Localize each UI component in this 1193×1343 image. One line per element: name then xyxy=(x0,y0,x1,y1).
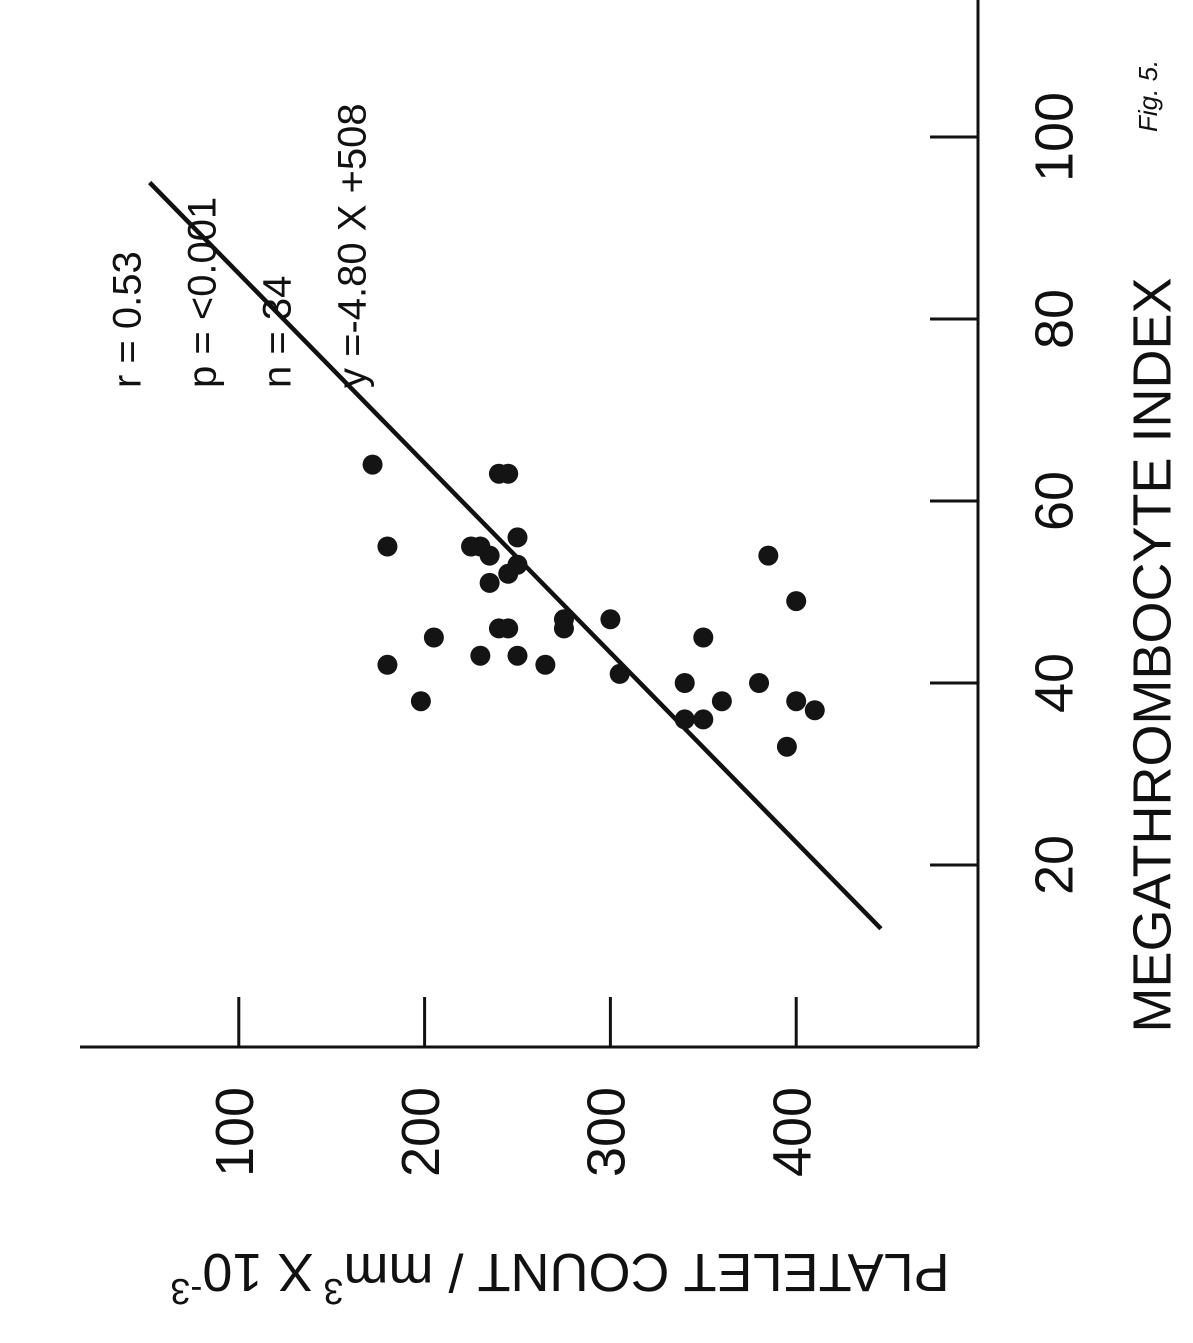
data-point-28 xyxy=(488,618,509,639)
data-point-15 xyxy=(553,609,574,630)
annotation-1: r = 0.53 xyxy=(106,251,150,388)
data-point-10 xyxy=(786,591,807,612)
data-point-11 xyxy=(758,545,779,566)
y-tick-label-300: 300 xyxy=(577,1087,637,1177)
y-axis-title-tail: X 10 xyxy=(202,1242,313,1302)
data-point-27 xyxy=(461,536,482,557)
data-point-33 xyxy=(377,536,398,557)
data-point-21 xyxy=(507,527,528,548)
data-point-13 xyxy=(600,609,621,630)
data-point-4 xyxy=(749,673,770,693)
y-axis-title-sup: 3 xyxy=(323,1271,343,1312)
y-tick-label-100: 100 xyxy=(205,1087,265,1177)
data-point-1 xyxy=(776,736,797,757)
data-point-30 xyxy=(423,627,444,648)
data-point-17 xyxy=(507,645,528,666)
data-point-3 xyxy=(786,691,807,712)
data-point-9 xyxy=(609,663,630,684)
data-point-16 xyxy=(535,654,556,675)
y-axis-title-main: PLATELET COUNT / mm xyxy=(344,1242,950,1302)
x-tick-label-100: 100 xyxy=(1024,92,1084,182)
y-axis-title: PLATELET COUNT / mm3X 10-3 xyxy=(170,1242,949,1312)
annotation-3: n = 34 xyxy=(256,276,300,388)
y-tick-label-200: 200 xyxy=(391,1087,451,1177)
x-tick-label-40: 40 xyxy=(1024,653,1084,713)
annotation-4: y =-4.80 X +508 xyxy=(331,103,375,388)
data-point-29 xyxy=(470,645,491,666)
data-point-34 xyxy=(362,454,383,475)
x-axis-title: MEGATHROMBOCYTE INDEX xyxy=(1122,277,1182,1032)
data-point-6 xyxy=(693,709,714,730)
data-point-20 xyxy=(507,554,528,575)
data-point-12 xyxy=(693,627,714,648)
corner-note: Fig. 5. xyxy=(1133,60,1163,132)
data-point-23 xyxy=(488,463,509,484)
y-tick-label-400: 400 xyxy=(762,1087,822,1177)
y-axis-title-exp: -3 xyxy=(170,1271,202,1312)
x-tick-label-20: 20 xyxy=(1024,835,1084,895)
data-point-5 xyxy=(711,691,732,712)
x-tick-label-60: 60 xyxy=(1024,471,1084,531)
x-tick-label-80: 80 xyxy=(1024,289,1084,349)
data-point-7 xyxy=(674,709,695,730)
data-point-32 xyxy=(377,654,398,675)
data-point-24 xyxy=(479,572,500,593)
data-point-31 xyxy=(410,691,431,712)
annotation-2: p = <0.001 xyxy=(181,197,225,388)
plot-layer: 100 200 300 400 20 40 60 80 100 MEGATHROMBOCYTE I… xyxy=(80,0,1182,1312)
data-point-8 xyxy=(674,673,695,693)
data-point-2 xyxy=(804,700,825,721)
